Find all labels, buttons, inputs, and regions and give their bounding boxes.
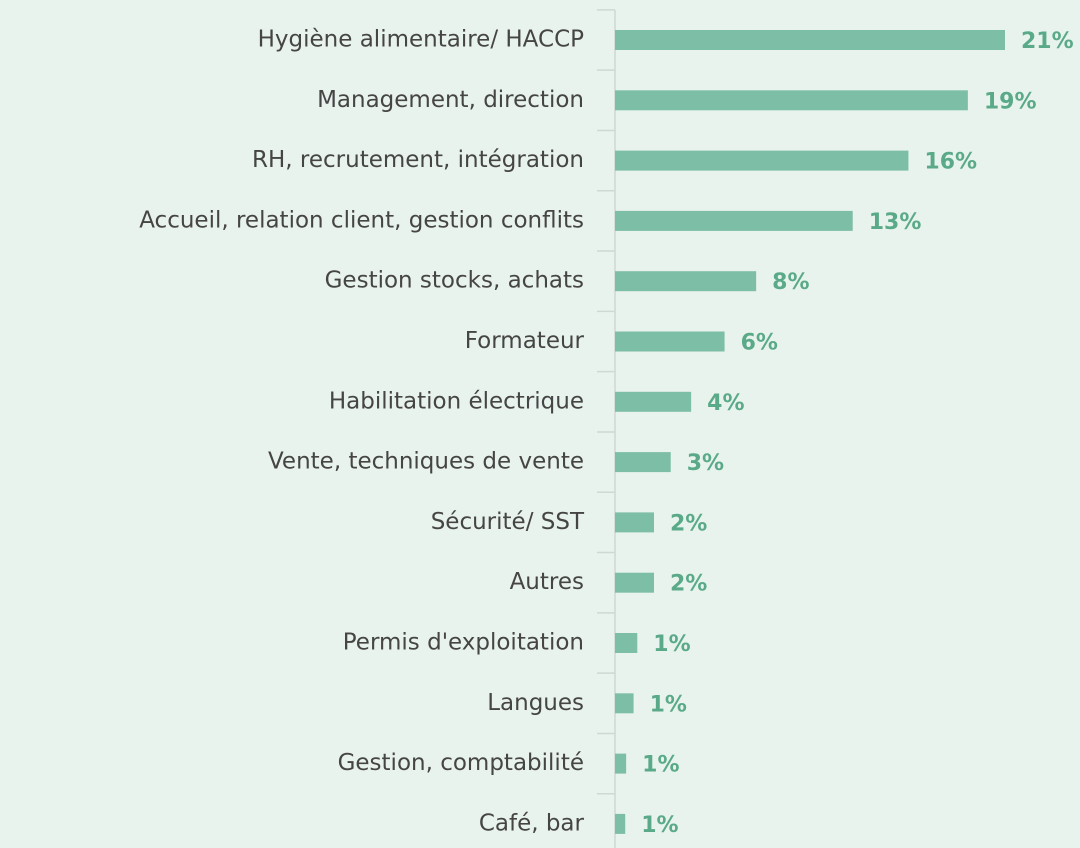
category-label: Gestion stocks, achats	[325, 268, 584, 294]
value-label: 1%	[653, 632, 690, 657]
bar	[615, 150, 909, 171]
value-label: 2%	[670, 572, 707, 597]
category-label: Sécurité/ SST	[431, 509, 585, 535]
value-label: 6%	[741, 331, 778, 356]
value-label: 1%	[641, 813, 678, 838]
category-label: Accueil, relation client, gestion confli…	[139, 207, 584, 233]
category-label: Gestion, comptabilité	[338, 750, 584, 776]
bar	[615, 572, 654, 593]
category-label: Hygiène alimentaire/ HACCP	[258, 27, 584, 53]
bar	[615, 813, 626, 834]
bar	[615, 271, 757, 292]
category-label: Café, bar	[479, 810, 585, 836]
category-label: Vente, techniques de vente	[268, 449, 584, 475]
category-label: Permis d'exploitation	[343, 630, 584, 656]
value-label: 13%	[869, 210, 922, 235]
value-label: 19%	[984, 89, 1037, 114]
bar	[615, 210, 853, 231]
value-label: 16%	[924, 150, 977, 175]
bar	[615, 512, 654, 533]
category-label: Habilitation électrique	[329, 388, 584, 414]
bar	[615, 30, 1005, 50]
category-label: Formateur	[465, 328, 585, 354]
value-label: 1%	[650, 692, 687, 717]
value-label: 21%	[1021, 29, 1074, 54]
value-label: 3%	[687, 451, 724, 476]
category-label: Langues	[487, 690, 584, 716]
category-label: RH, recrutement, intégration	[252, 147, 584, 173]
bar	[615, 753, 627, 774]
bar	[615, 693, 634, 714]
value-label: 2%	[670, 511, 707, 536]
bar	[615, 90, 968, 111]
bar	[615, 452, 671, 473]
bar	[615, 633, 638, 653]
value-label: 1%	[642, 753, 679, 778]
value-label: 4%	[707, 391, 744, 416]
category-label: Autres	[510, 569, 584, 595]
category-label: Management, direction	[317, 87, 584, 113]
bar	[615, 331, 725, 352]
value-label: 8%	[772, 270, 809, 295]
bar	[615, 391, 692, 412]
